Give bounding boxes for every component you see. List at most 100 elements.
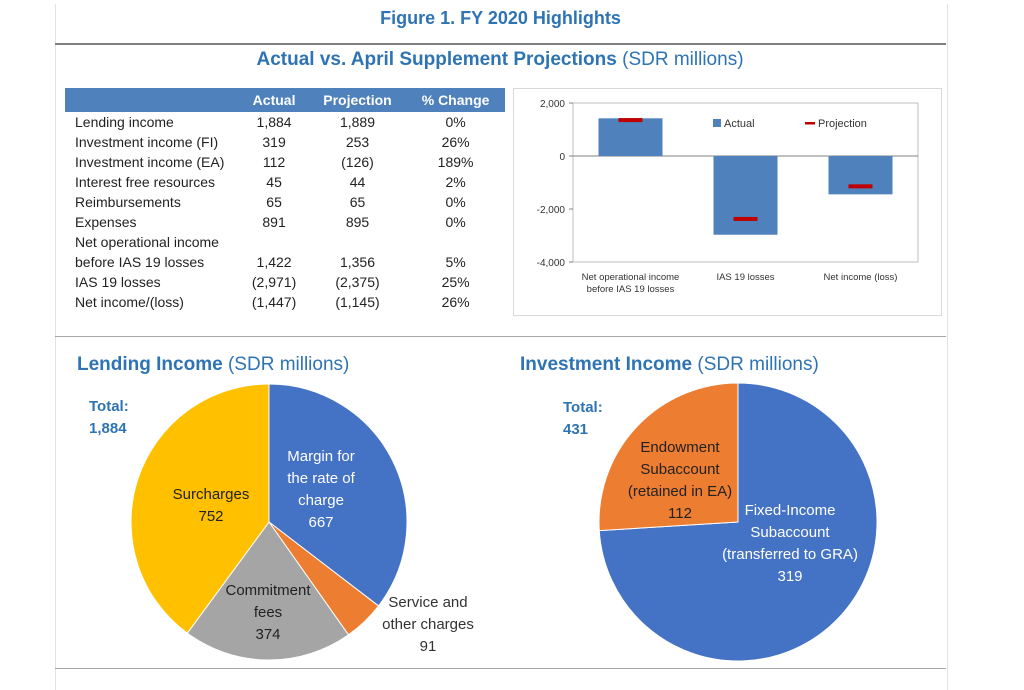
bar-actual [598, 118, 663, 156]
row-actual: 45 [266, 174, 282, 190]
table-row: Investment income (FI) 319 253 26% [65, 132, 505, 152]
row-projection: (1,145) [335, 294, 380, 310]
y-tick-label: -2,000 [537, 205, 566, 216]
row-change: 26% [441, 134, 470, 150]
row-projection: 253 [345, 134, 370, 150]
row-actual: 1,422 [256, 254, 292, 270]
row-projection: 895 [345, 214, 370, 230]
table-header-change: % Change [406, 88, 505, 112]
bar-chart: 2,000 0 -2,000 -4,000 Net operational income… [537, 99, 919, 295]
projection-marker [733, 216, 758, 221]
comparison-title-unit: (SDR millions) [622, 49, 744, 70]
x-category-label: Net operational income before IAS 19 loss… [582, 272, 680, 295]
lending-pie-chart: Margin for the rate of charge 667 Service an… [130, 383, 474, 661]
pie-slice [130, 383, 270, 634]
lending-total: Total: 1,884 [89, 396, 129, 440]
investment-total-label: Total: [563, 399, 603, 416]
row-projection: 1,889 [339, 114, 376, 130]
row-actual: 891 [262, 214, 286, 230]
table-header-projection: Projection [308, 88, 407, 112]
pie-slice [186, 521, 350, 661]
row-label: Reimbursements [75, 194, 181, 210]
pie-slice [268, 383, 408, 607]
row-label: Investment income (EA) [75, 154, 225, 170]
lending-title-unit: (SDR millions) [227, 354, 350, 375]
row-change [406, 232, 505, 252]
comparison-title-bold: Actual vs. April Supplement Projections [256, 49, 617, 70]
row-change: 2% [445, 174, 466, 190]
pie-slice-label: Commitment fees 374 [225, 582, 311, 643]
pie-slice-label: Margin for the rate of charge 667 [287, 448, 355, 531]
row-projection [309, 232, 406, 252]
pie-slice-label: Surcharges 752 [173, 486, 250, 525]
lending-section-title: Lending Income (SDR millions) [77, 354, 349, 376]
row-actual [239, 232, 308, 252]
row-label: Lending income [75, 114, 174, 130]
lending-title-bold: Lending Income [77, 354, 223, 375]
row-projection: 44 [349, 174, 366, 190]
section-divider [55, 336, 946, 337]
row-actual: (2,971) [251, 274, 297, 290]
investment-section-title: Investment Income (SDR millions) [520, 354, 819, 376]
comparison-section-title: Actual vs. April Supplement Projections … [0, 49, 1000, 71]
table-row: IAS 19 losses (2,971) (2,375) 25% [65, 272, 505, 292]
row-label: Net income/(loss) [75, 294, 184, 310]
row-actual: 319 [262, 134, 286, 150]
figure-title: Figure 1. FY 2020 Highlights [380, 8, 621, 28]
row-projection: (126) [341, 154, 374, 170]
table-row: Reimbursements 65 65 0% [65, 192, 505, 212]
pie-slice [598, 382, 739, 532]
row-projection: 65 [349, 194, 366, 210]
legend-projection-swatch [805, 122, 815, 125]
row-label: IAS 19 losses [75, 274, 161, 290]
projection-marker [618, 118, 643, 123]
row-change: 5% [445, 254, 466, 270]
table-header-actual: Actual [239, 88, 309, 112]
lending-total-label: Total: [89, 398, 129, 415]
row-projection: 1,356 [339, 254, 376, 270]
table-row: Net income/(loss) (1,447) (1,145) 26% [65, 292, 505, 312]
row-label: Net operational income [75, 234, 219, 250]
row-actual: (1,447) [251, 294, 297, 310]
row-change: 26% [441, 294, 470, 310]
y-tick-label: 0 [559, 152, 565, 163]
lending-total-value: 1,884 [89, 420, 127, 437]
investment-total: Total: 431 [563, 397, 603, 441]
y-tick-label: 2,000 [540, 99, 565, 110]
investment-pie-chart: Fixed-Income Subaccount (transferred to GR… [598, 382, 878, 662]
row-change: 0% [445, 114, 466, 130]
y-tick-label: -4,000 [537, 258, 566, 269]
table-row: Net operational income [65, 232, 505, 252]
row-label: Interest free resources [75, 174, 216, 190]
table-row: Lending income 1,884 1,889 0% [65, 112, 505, 132]
investment-title-bold: Investment Income [520, 354, 693, 375]
pie-slice-label: Service and other charges 91 [382, 594, 474, 655]
bar-chart-frame [513, 88, 942, 316]
row-actual: 65 [266, 194, 282, 210]
pie-slice-label: Endowment Subaccount (retained in EA) 112 [628, 439, 732, 522]
table-header-blank [65, 88, 240, 112]
row-label: Expenses [75, 214, 137, 230]
row-change: 25% [441, 274, 470, 290]
investment-title-unit: (SDR millions) [697, 354, 819, 375]
bar-actual [828, 156, 893, 195]
row-label: Investment income (FI) [75, 134, 219, 150]
table-row: before IAS 19 losses 1,422 1,356 5% [65, 252, 505, 272]
table-header-row: Actual Projection % Change [65, 88, 505, 112]
row-actual: 1,884 [256, 114, 292, 130]
row-actual: 112 [262, 154, 286, 170]
legend-actual-swatch [713, 119, 721, 127]
plot-area [572, 102, 919, 263]
row-change: 189% [437, 154, 474, 170]
title-rule [55, 43, 946, 45]
bottom-rule [55, 668, 946, 669]
row-change: 0% [445, 194, 466, 210]
row-change: 0% [445, 214, 466, 230]
bar-actual [713, 156, 778, 235]
table-row: Investment income (EA) 112 (126) 189% [65, 152, 505, 172]
figure-frame [55, 4, 948, 690]
pie-slice-label: Fixed-Income Subaccount (transferred to GR… [722, 502, 858, 585]
investment-total-value: 431 [563, 421, 589, 438]
x-category-label: Net income (loss) [824, 272, 898, 283]
x-category-label: IAS 19 losses [716, 272, 774, 283]
